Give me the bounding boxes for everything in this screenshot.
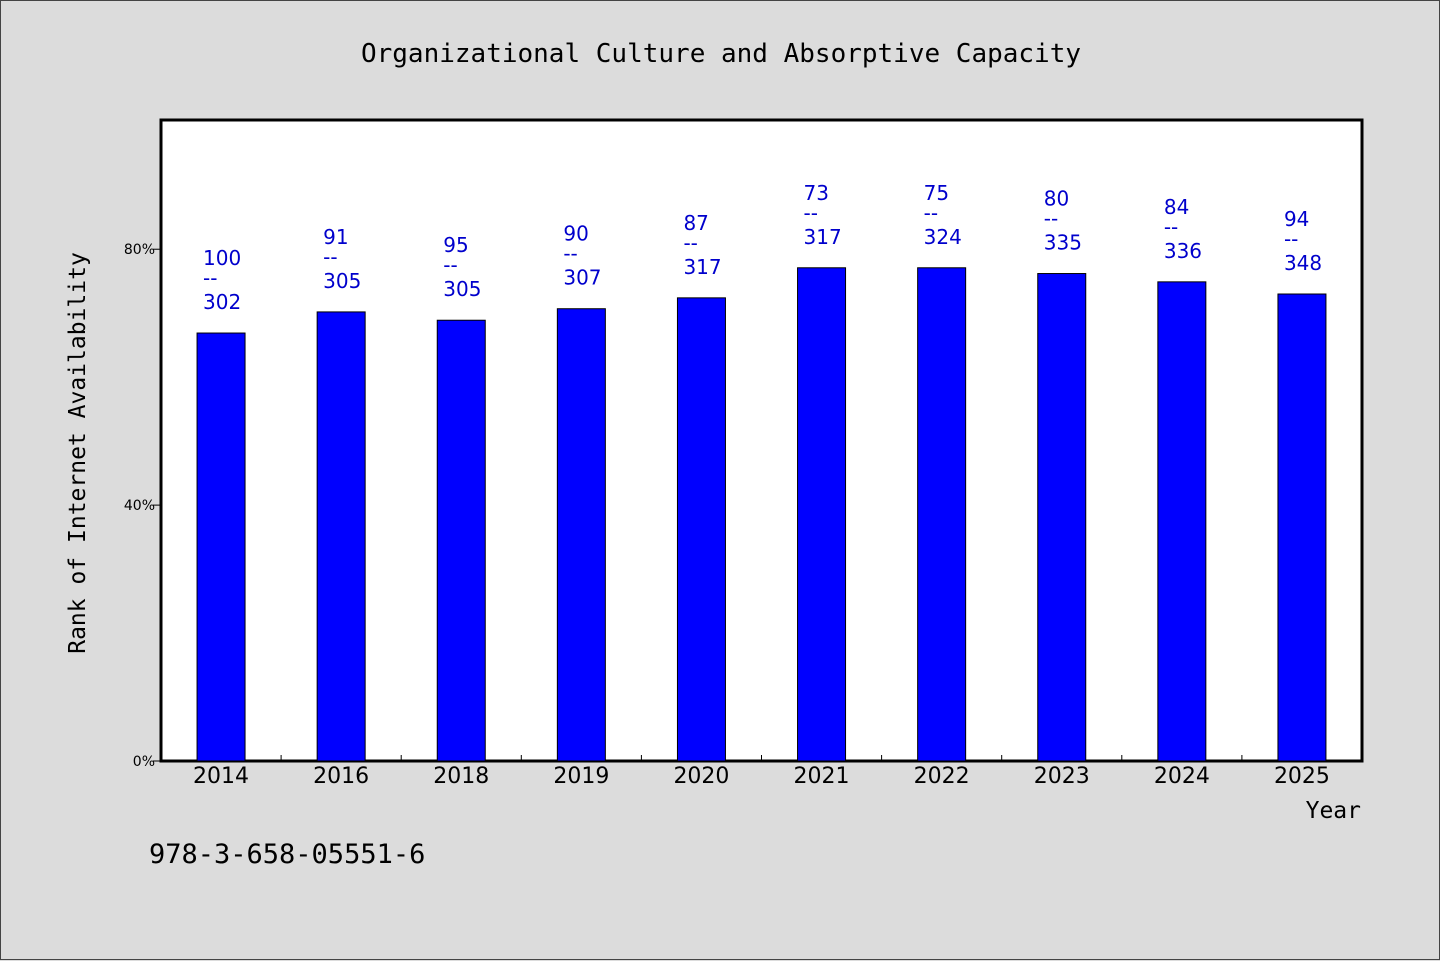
data-label-top: 91 <box>323 225 348 249</box>
data-label-bottom: 317 <box>804 225 842 249</box>
x-tick-label: 2022 <box>914 764 970 789</box>
y-tick-label: 40% <box>124 498 155 514</box>
bar-2022 <box>917 267 967 762</box>
data-label-top: 84 <box>1164 195 1189 219</box>
bar-2020 <box>676 297 726 762</box>
data-label-sep: -- <box>323 245 337 269</box>
x-tick-label: 2020 <box>673 764 729 789</box>
bar-2016 <box>316 311 366 762</box>
bar-series <box>196 267 1327 762</box>
data-label-bottom: 335 <box>1044 231 1082 255</box>
bar-2019 <box>556 308 606 762</box>
data-label-top: 80 <box>1044 187 1069 211</box>
bar-2018 <box>436 319 486 762</box>
data-label-top: 100 <box>203 246 241 270</box>
x-axis: 2014 2016 2018 2019 2020 2021 2022 2023 2024 2025 <box>193 755 1330 789</box>
data-label-bottom: 324 <box>924 225 962 249</box>
x-tick-label: 2016 <box>313 764 369 789</box>
x-axis-label: Year <box>1306 798 1361 824</box>
data-label-bottom: 336 <box>1164 239 1202 263</box>
data-label-sep: -- <box>203 266 217 290</box>
x-tick-label: 2024 <box>1154 764 1210 789</box>
data-label-top: 90 <box>563 222 588 246</box>
x-tick-label: 2019 <box>553 764 609 789</box>
isbn-text: 978-3-658-05551-6 <box>149 839 425 870</box>
data-label-sep: -- <box>563 242 577 266</box>
data-label-sep: -- <box>1284 227 1298 251</box>
x-tick-label: 2018 <box>433 764 489 789</box>
data-labels: 100--30291--30595--30590--30787--31773--… <box>203 181 1322 314</box>
data-label-bottom: 305 <box>443 277 481 301</box>
data-label-top: 95 <box>443 233 468 257</box>
data-label-top: 75 <box>924 181 949 205</box>
data-label-bottom: 302 <box>203 290 241 314</box>
data-label-bottom: 317 <box>683 255 721 279</box>
y-axis-label: Rank of Internet Availability <box>65 252 91 654</box>
x-tick-label: 2025 <box>1274 764 1330 789</box>
data-label-sep: -- <box>804 201 818 225</box>
y-tick-label: 80% <box>124 242 155 258</box>
data-label-bottom: 348 <box>1284 251 1322 275</box>
data-label-top: 73 <box>804 181 829 205</box>
bar-2023 <box>1037 273 1087 762</box>
data-label-sep: -- <box>443 253 457 277</box>
data-label-bottom: 307 <box>563 266 601 290</box>
data-label-bottom: 305 <box>323 269 361 293</box>
data-label-top: 94 <box>1284 207 1309 231</box>
data-label-sep: -- <box>924 201 938 225</box>
bar-2021 <box>797 267 847 762</box>
data-label-sep: -- <box>683 231 697 255</box>
bar-2025 <box>1277 293 1327 762</box>
chart-title: Organizational Culture and Absorptive Ca… <box>361 39 1081 69</box>
data-label-top: 87 <box>683 211 708 235</box>
data-label-sep: -- <box>1044 207 1058 231</box>
y-axis: 0% 40% 80% <box>124 242 161 770</box>
y-tick-label: 0% <box>133 754 155 770</box>
data-label-sep: -- <box>1164 215 1178 239</box>
x-tick-label: 2021 <box>794 764 850 789</box>
x-tick-label: 2023 <box>1034 764 1090 789</box>
bar-2014 <box>196 332 246 762</box>
x-tick-label: 2014 <box>193 764 249 789</box>
bar-2024 <box>1157 281 1207 762</box>
